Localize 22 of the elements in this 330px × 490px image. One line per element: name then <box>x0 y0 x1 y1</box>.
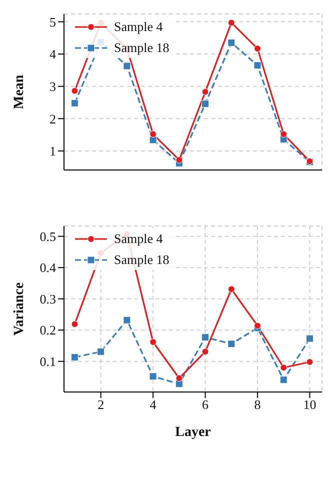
x-tick-label: 2 <box>98 397 104 412</box>
x-tick-label: 10 <box>303 397 316 412</box>
legend-label: Sample 18 <box>114 40 170 56</box>
y-tick-label: 3 <box>50 78 56 94</box>
x-tick-label: 8 <box>254 397 261 412</box>
y-axis-title: Variance <box>12 282 27 336</box>
y-tick-label: 0.2 <box>40 322 56 338</box>
y-tick-label: 1 <box>50 144 56 159</box>
x-tick-label: 4 <box>150 397 157 412</box>
y-tick-label: 0.4 <box>40 260 56 276</box>
x-axis-title: Layer <box>175 425 211 440</box>
x-tick-label: 6 <box>202 397 210 412</box>
y-tick-label: 5 <box>50 14 56 30</box>
legend-label: Sample 4 <box>114 230 163 246</box>
y-tick-label: 4 <box>50 46 56 62</box>
y-tick-label: 0.1 <box>40 354 56 369</box>
y-tick-label: 2 <box>50 111 56 126</box>
y-axis-title: Mean <box>12 74 27 110</box>
y-tick-label: 0.3 <box>40 291 56 306</box>
legend-label: Sample 4 <box>114 18 163 34</box>
y-tick-label: 0.5 <box>40 228 56 244</box>
legend-label: Sample 18 <box>114 252 170 268</box>
